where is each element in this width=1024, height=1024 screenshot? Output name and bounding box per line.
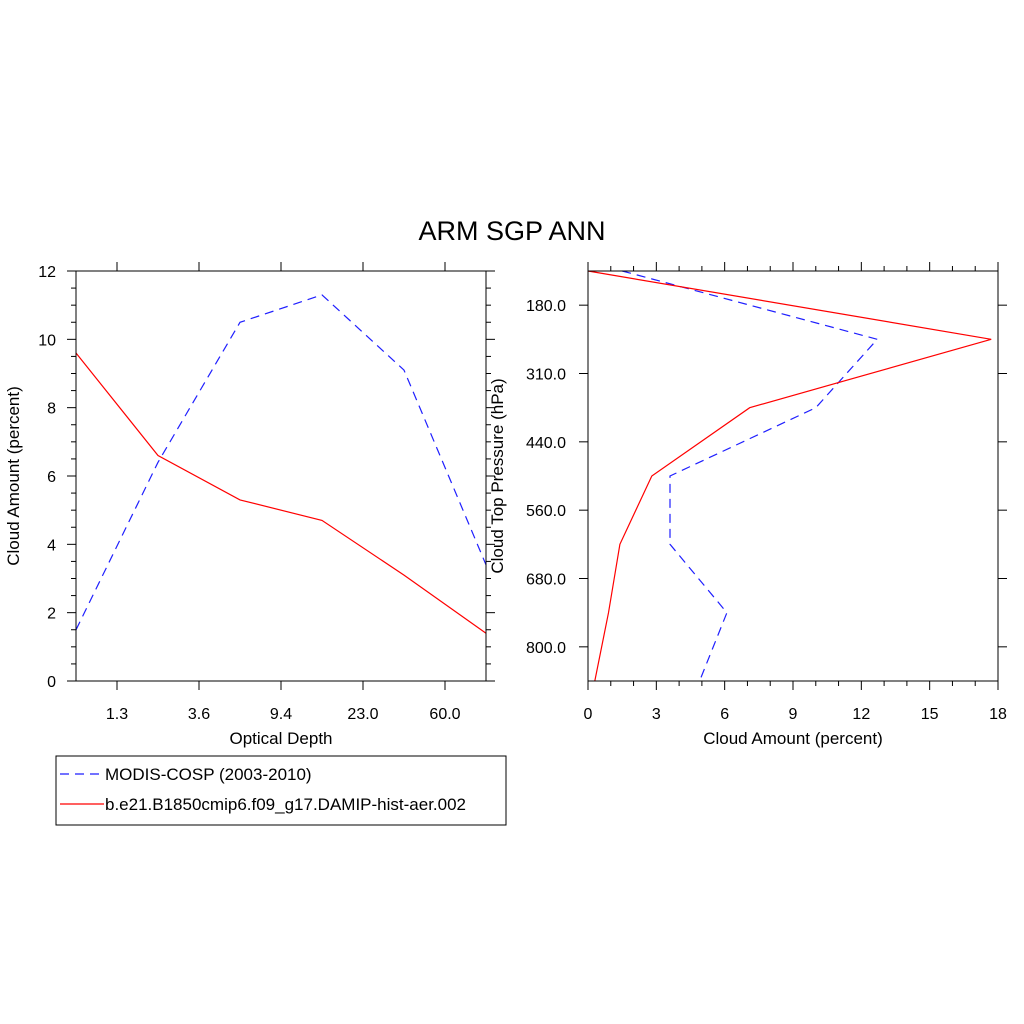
legend: MODIS-COSP (2003-2010) b.e21.B1850cmip6.… [55,755,507,826]
left-chart-xlabel: Optical Depth [230,729,333,748]
right-chart-frame [587,270,999,682]
left-x-tick-label: 1.3 [106,706,128,723]
legend-label-model: b.e21.B1850cmip6.f09_g17.DAMIP-hist-aer.… [105,795,466,814]
left-y-tick-label: 2 [47,606,56,623]
left-x-tick-label: 3.6 [188,706,210,723]
right-chart: 0 3 6 9 12 15 18 180.0 310.0 440.0 560.0 680.0 800.0… [488,262,1007,748]
right-x-tick-label: 12 [852,706,870,723]
right-y-tick-label: 440.0 [526,435,566,452]
right-x-tick-label: 15 [921,706,939,723]
right-y-tick-label: 560.0 [526,503,566,520]
right-x-tick-label: 18 [989,706,1007,723]
right-chart-ylabel: Cloud Top Pressure (hPa) [488,378,507,573]
legend-label-obs: MODIS-COSP (2003-2010) [105,765,312,784]
left-series-obs-line [75,294,487,631]
left-y-tick-label: 6 [47,469,56,486]
right-x-tick-label: 3 [652,706,661,723]
figure-title: ARM SGP ANN [418,216,605,246]
left-y-tick-label: 8 [47,401,56,418]
right-y-tick-label: 800.0 [526,640,566,657]
left-x-tick-label: 60.0 [429,706,460,723]
right-y-tick-label: 680.0 [526,572,566,589]
left-chart: 0 2 4 6 8 10 12 1.3 3.6 9.4 23.0 60.0 Optical Depth… [4,262,495,748]
legend-box [55,755,507,826]
left-y-tick-label: 4 [47,537,56,554]
left-y-tick-label: 12 [38,264,56,281]
right-series-model-line [587,270,992,682]
right-chart-ticks: 0 3 6 9 12 15 18 180.0 310.0 440.0 560.0 680.0 800.0 [526,262,1007,723]
left-chart-ylabel: Cloud Amount (percent) [4,386,23,566]
right-chart-lines [587,270,992,682]
right-chart-xlabel: Cloud Amount (percent) [703,729,883,748]
right-y-tick-label: 310.0 [526,367,566,384]
right-x-tick-label: 6 [720,706,729,723]
left-y-tick-label: 0 [47,674,56,691]
left-chart-lines [75,294,487,634]
left-chart-ticks: 0 2 4 6 8 10 12 1.3 3.6 9.4 23.0 60.0 [38,262,495,723]
right-y-tick-label: 180.0 [526,298,566,315]
right-x-tick-label: 0 [584,706,593,723]
left-x-tick-label: 23.0 [347,706,378,723]
right-series-obs-line [622,270,879,682]
left-x-tick-label: 9.4 [270,706,292,723]
left-y-tick-label: 10 [38,332,56,349]
left-series-model-line [75,352,487,634]
right-x-tick-label: 9 [789,706,798,723]
left-chart-frame [75,270,487,682]
